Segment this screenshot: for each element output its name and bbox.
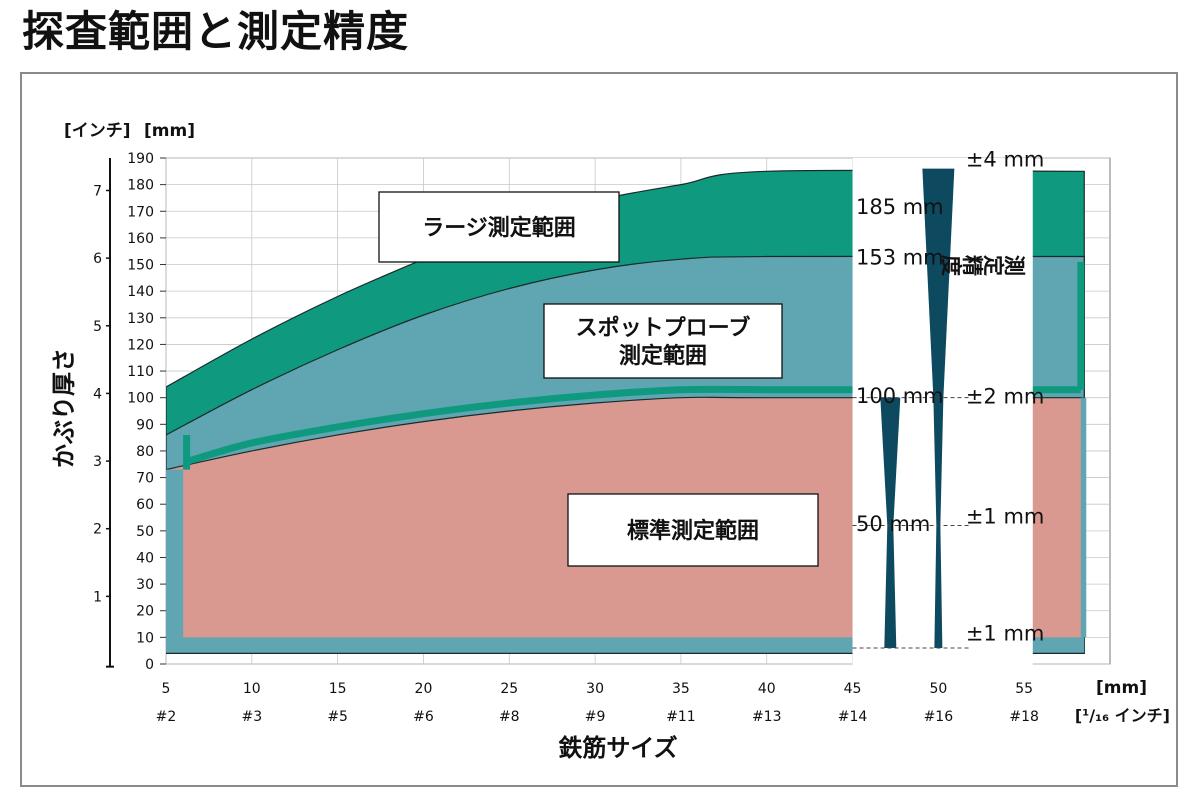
y-tick-inch: 2 [93,522,102,538]
x-tick-bar: #14 [838,709,868,725]
x-unit-mm: [mm] [1096,678,1147,698]
x-axis-label: 鉄筋サイズ [558,734,677,762]
y-tick-inch: 5 [93,319,102,335]
y-tick-mm: 90 [136,417,154,433]
accuracy-vertical-label: 測定精度 [940,253,1025,277]
y-tick-mm: 80 [136,444,154,460]
y-tick-mm: 50 [136,524,154,540]
y-tick-mm: 130 [127,311,154,327]
spot-range-left-strip [166,469,184,638]
large-range-box-label: ラージ測定範囲 [422,215,576,241]
spot-range-box-label: スポットプローブ [576,315,751,341]
standard-range-box [567,493,819,567]
x-tick-bar: #5 [327,709,348,725]
y-tick-mm: 20 [136,604,154,620]
y-tick-inch: 7 [93,183,102,199]
accuracy-tolerance-label: ±2 mm [966,385,1045,409]
x-tick-bar: #3 [241,709,262,725]
x-tick-bar: #11 [666,709,696,725]
y-axis-label: かぶり厚さ [50,348,78,468]
accuracy-depth-label: 185 mm [856,195,944,219]
spot-range-box [543,303,783,379]
y-tick-inch: 3 [93,454,102,470]
y-tick-inch: 4 [93,386,102,402]
spot-range-box-label: 測定範囲 [619,343,707,369]
accuracy-panel: 185 mm 153 mm 100 mm 50 mm ±4 mm ±2 mm ±1 mm ±1… [852,148,1045,666]
x-tick-bar: #2 [156,709,177,725]
x-tick-mm: 40 [758,681,776,697]
spot-range-right-strip [1080,397,1087,638]
x-tick-mm: 20 [415,681,433,697]
accuracy-tolerance-label: ±4 mm [966,148,1045,172]
x-tick-mm: 45 [844,681,862,697]
accuracy-wedge-small [880,397,901,649]
x-tick-bar: #18 [1009,709,1039,725]
accuracy-depth-label: 100 mm [856,384,944,408]
y-unit-mm: [mm] [144,121,195,141]
y-tick-mm: 40 [136,550,154,566]
y-tick-mm: 180 [127,178,154,194]
accuracy-depth-label: 50 mm [856,512,930,536]
accuracy-wedge-large [922,168,955,649]
y-tick-mm: 60 [136,497,154,513]
y-tick-inch: 6 [93,251,102,267]
y-tick-mm: 10 [136,630,154,646]
x-tick-bar: #8 [499,709,520,725]
x-tick-bar: #13 [752,709,782,725]
y-unit-inch: [インチ] [64,121,131,141]
page-title: 探査範囲と測定精度 [22,7,410,56]
y-tick-mm: 30 [136,577,154,593]
x-tick-bar: #9 [585,709,606,725]
x-tick-mm: 10 [243,681,261,697]
y-tick-mm: 170 [127,204,154,220]
x-tick-bar: #16 [924,709,954,725]
y-tick-inch: 1 [93,589,102,605]
x-tick-mm: 15 [329,681,347,697]
y-tick-mm: 150 [127,258,154,274]
x-tick-mm: 30 [586,681,604,697]
chart-frame: ラージ測定範囲 スポットプローブ 測定範囲 標準測定範囲 185 mm 153 mm 10… [20,72,1178,787]
x-tick-mm: 50 [929,681,947,697]
y-tick-mm: 190 [127,151,154,167]
standard-range-box-label: 標準測定範囲 [627,518,759,544]
y-tick-mm: 160 [127,231,154,247]
spot-range-border [185,385,1081,465]
y-tick-mm: 70 [136,471,154,487]
y-tick-mm: 140 [127,284,154,300]
accuracy-depth-label: 153 mm [856,246,944,270]
accuracy-tolerance-label: ±1 mm [966,622,1045,646]
y-tick-mm: 0 [145,657,154,673]
accuracy-tolerance-label: ±1 mm [966,505,1045,529]
x-tick-mm: 35 [672,681,690,697]
y-tick-mm: 120 [127,337,154,353]
large-range-box [378,191,620,263]
x-tick-mm: 5 [162,681,171,697]
x-tick-mm: 25 [500,681,518,697]
x-tick-mm: 55 [1015,681,1033,697]
y-tick-mm: 100 [127,391,154,407]
x-unit-inch: [¹/₁₆ インチ] [1075,706,1170,725]
axes: 0102030405060708090100110120130140150160… [50,121,1170,762]
y-tick-mm: 110 [127,364,154,380]
x-tick-bar: #6 [413,709,434,725]
